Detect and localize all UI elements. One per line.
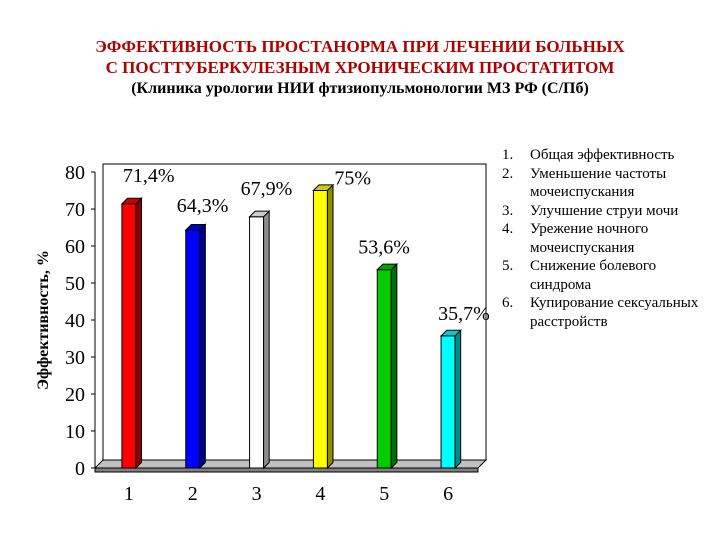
y-tick-label: 40 bbox=[65, 310, 85, 332]
bar-top bbox=[376, 263, 399, 271]
bar bbox=[121, 203, 137, 469]
y-tick-label: 50 bbox=[65, 273, 85, 295]
plot-floor bbox=[93, 459, 488, 469]
bar bbox=[312, 190, 328, 469]
legend-item: 5. Снижение болевого синдрома bbox=[502, 257, 717, 294]
bar-side bbox=[326, 183, 334, 470]
legend-item-number: 6. bbox=[502, 295, 514, 311]
legend-item-label: Снижение болевого синдрома bbox=[530, 258, 657, 293]
y-tick-label: 60 bbox=[65, 236, 85, 258]
bar-data-label: 67,9% bbox=[241, 178, 293, 200]
bar-side bbox=[390, 262, 398, 470]
bar bbox=[249, 216, 265, 469]
bar-top bbox=[120, 197, 143, 205]
bar-data-label: 64,3% bbox=[177, 195, 229, 217]
legend-item: 4. Урежение ночного мочеиспускания bbox=[502, 220, 717, 257]
category-legend: 1. Общая эффективность 2. Уменьшение частот… bbox=[502, 146, 717, 331]
y-tick-label: 20 bbox=[65, 384, 85, 406]
bar-data-label: 75% bbox=[334, 168, 371, 190]
x-tick-label: 1 bbox=[124, 483, 134, 505]
legend-item-number: 3. bbox=[502, 202, 514, 219]
y-tick-label: 10 bbox=[65, 421, 85, 443]
legend-item: 3. Улучшение струи мочи bbox=[502, 202, 717, 221]
bar-side bbox=[454, 329, 462, 470]
bar bbox=[185, 229, 201, 469]
y-tick-label: 30 bbox=[65, 347, 85, 369]
legend-item: 1. Общая эффективность bbox=[502, 146, 717, 165]
bar-data-label: 71,4% bbox=[123, 165, 175, 187]
bar-data-label: 53,6% bbox=[358, 237, 410, 259]
bar-top bbox=[439, 329, 462, 337]
y-tick-label: 70 bbox=[65, 199, 85, 221]
legend-item-label: Урежение ночного мочеиспускания bbox=[530, 221, 649, 256]
title-line-2: С ПОСТТУБЕРКУЛЕЗНЫМ ХРОНИЧЕСКИМ ПРОСТАТИ… bbox=[105, 58, 615, 77]
bar bbox=[376, 269, 392, 469]
bar-data-label: 35,7% bbox=[438, 303, 490, 325]
x-tick-label: 6 bbox=[443, 483, 453, 505]
bar-side bbox=[135, 197, 143, 470]
x-tick-label: 5 bbox=[379, 483, 389, 505]
legend-item-number: 4. bbox=[502, 221, 514, 237]
plot-back-wall bbox=[102, 163, 487, 461]
legend-item-number: 1. bbox=[502, 147, 514, 163]
y-axis-label: Эффективность, % bbox=[35, 250, 52, 390]
y-tick-label: 0 bbox=[75, 458, 85, 480]
title-line-3: (Клиника урологии НИИ фтизиопульмонологи… bbox=[131, 80, 589, 97]
bar-top bbox=[184, 223, 207, 231]
legend-item-label: Общая эффективность bbox=[530, 147, 675, 163]
x-tick-label: 4 bbox=[315, 483, 325, 505]
plot-floor-edge bbox=[94, 467, 479, 473]
title-line-1: ЭФФЕКТИВНОСТЬ ПРОСТАНОРМА ПРИ ЛЕЧЕНИИ БО… bbox=[95, 37, 625, 56]
x-tick-label: 2 bbox=[188, 483, 198, 505]
legend-item: 2. Уменьшение частоты мочеиспускания bbox=[502, 165, 717, 202]
chart-title: ЭФФЕКТИВНОСТЬ ПРОСТАНОРМА ПРИ ЛЕЧЕНИИ БО… bbox=[0, 36, 720, 99]
legend-item: 6. Купирование сексуальных расстройств bbox=[502, 294, 717, 331]
bar-top bbox=[312, 184, 335, 191]
bar-side bbox=[263, 209, 270, 470]
legend-item-label: Уменьшение частоты мочеиспускания bbox=[530, 165, 667, 201]
legend-item-label: Улучшение струи мочи bbox=[530, 202, 679, 219]
legend-item-number: 5. bbox=[502, 258, 514, 274]
x-tick-label: 3 bbox=[252, 483, 262, 505]
bar-top bbox=[248, 210, 271, 218]
legend-item-label: Купирование сексуальных расстройств bbox=[530, 295, 699, 330]
y-tick-label: 80 bbox=[65, 162, 85, 184]
legend-item-number: 2. bbox=[502, 165, 514, 182]
bar-side bbox=[199, 223, 206, 470]
bar bbox=[440, 335, 456, 469]
